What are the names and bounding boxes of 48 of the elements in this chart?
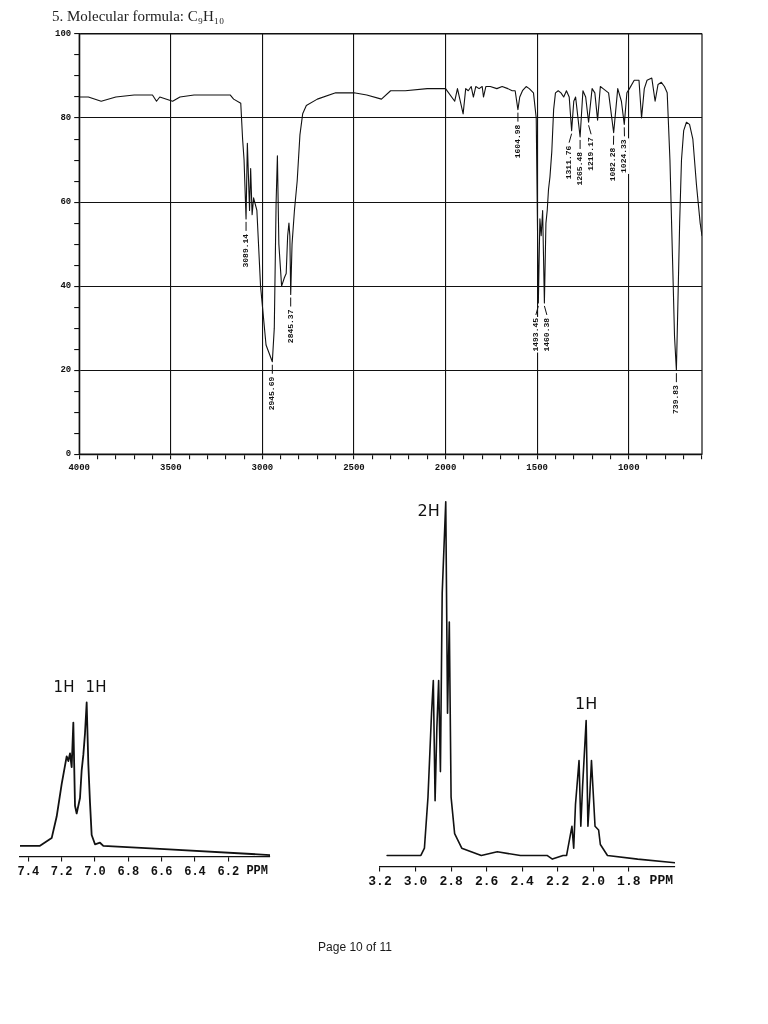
annotation: 1311.76 [564, 145, 574, 180]
x-tick-label: 2.8 [439, 874, 463, 890]
x-tick-label: 7.2 [50, 864, 73, 879]
x-axis-title: PPM [246, 863, 268, 878]
x-tick-label: 1500 [526, 462, 548, 473]
x-tick-label: 3.0 [403, 874, 428, 890]
text: Page 10 of 11 [317, 940, 393, 954]
y-tick-label: 40 [60, 281, 72, 292]
x-tick-label: 6.4 [184, 864, 206, 879]
annotation: 1H [575, 693, 598, 713]
x-tick-label: 4000 [68, 462, 91, 473]
x-tick-label: 2000 [434, 462, 457, 473]
annotation: 1024.33 [619, 139, 629, 173]
x-tick-label: 7.0 [84, 864, 106, 879]
annotation: 3089.14 [241, 233, 251, 268]
x-tick-label: 1.8 [617, 874, 641, 890]
x-tick-label: 2.2 [546, 874, 570, 890]
x-tick-label: 2.6 [474, 874, 499, 890]
x-tick-label: 3.2 [368, 874, 392, 890]
annotation: 1493.45 [530, 317, 540, 352]
x-tick-label: 3000 [251, 462, 274, 473]
y-tick-label: 0 [65, 449, 72, 460]
annotation: 1219.17 [586, 137, 596, 171]
annotation: 1265.48 [575, 151, 585, 186]
annotation: 739.83 [671, 384, 681, 414]
x-tick-label: 2500 [343, 462, 365, 473]
annotation: 1H [85, 677, 107, 696]
x-tick-label: 6.8 [117, 864, 140, 879]
x-tick-label: 2.4 [510, 874, 535, 890]
annotation: 1604.98 [512, 124, 522, 159]
x-tick-label: 2.0 [581, 874, 606, 890]
annotation: 2H [417, 500, 440, 520]
annotation: 1H [53, 677, 75, 696]
x-tick-label: 7.4 [17, 864, 40, 879]
annotation: 2945.69 [267, 376, 277, 411]
y-tick-label: 100 [55, 29, 72, 40]
x-axis-title: PPM [649, 873, 674, 889]
annotation: 1460.38 [541, 317, 551, 352]
x-tick-label: 6.2 [217, 864, 240, 879]
y-tick-label: 80 [60, 113, 72, 124]
x-tick-label: 1000 [617, 462, 640, 473]
chart-title: 5. Molecular formula: C₉H₁₀ [52, 7, 225, 24]
annotation: 1082.28 [608, 147, 618, 182]
y-tick-label: 60 [60, 197, 72, 208]
y-tick-label: 20 [60, 365, 72, 376]
x-tick-label: 3500 [159, 462, 182, 473]
annotation: 2845.37 [285, 309, 295, 344]
x-tick-label: 6.6 [150, 864, 173, 879]
